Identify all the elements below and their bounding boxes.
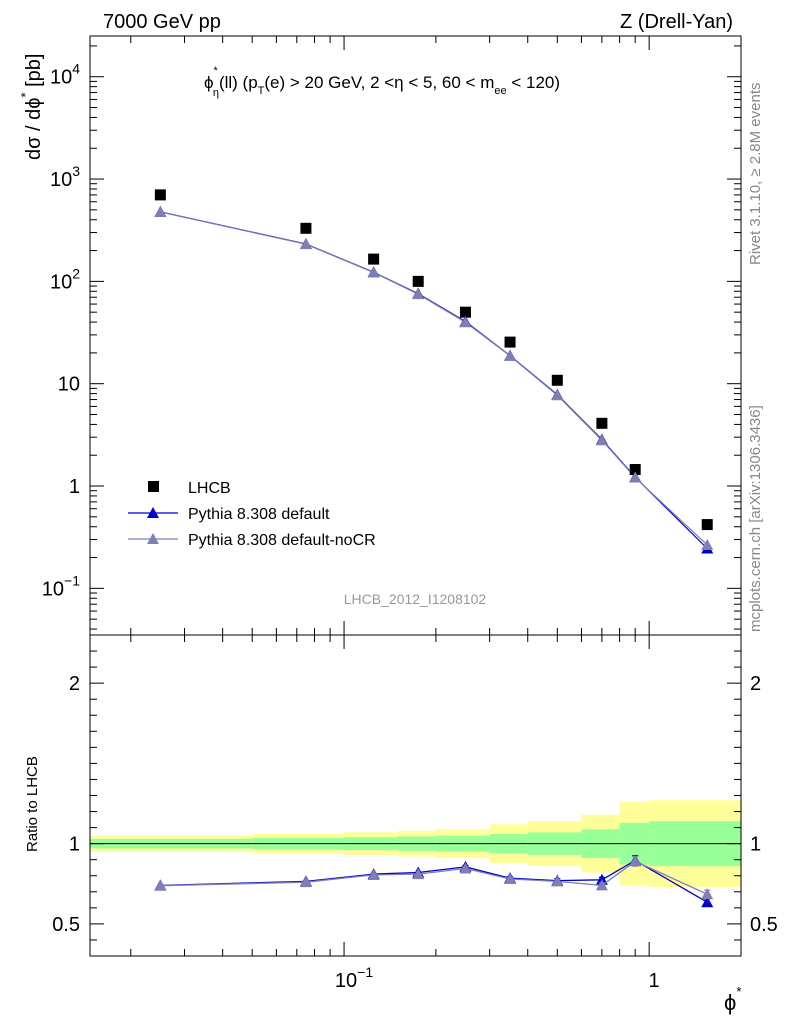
main-ytick-label: 102 [50,265,80,293]
mc-point-nocr [412,288,425,300]
ratio-ytick-label-right: 0.5 [750,914,778,936]
ratio-point-nocr [459,862,472,874]
ratio-point-nocr [701,888,714,900]
mc-point-nocr [504,349,517,361]
x-tick-label-1: 1 [648,970,659,992]
legend-marker-lhcb [148,481,159,492]
main-series-line-default [160,211,708,549]
main-series-line-nocr [160,211,708,546]
header-left: 7000 GeV pp [103,11,221,33]
legend-label-lhcb: LHCB [188,480,231,497]
mc-point-nocr [701,539,714,551]
mc-point-nocr [595,434,608,446]
ratio-point-nocr [595,879,608,891]
mc-point-nocr [629,471,642,483]
rivet-label: Rivet 3.1.10, ≥ 2.8M events [747,83,764,266]
ratio-series-line-nocr [160,860,708,895]
main-ytick-label: 103 [50,163,80,191]
ratio-ylabel: Ratio to LHCB [24,756,41,852]
main-ytick-label: 104 [50,61,80,89]
ratio-point-nocr [504,872,517,884]
main-ytick-label: 10 [58,374,80,396]
legend-label-nocr: Pythia 8.308 default-noCR [188,532,376,549]
legend-marker-nocr [147,533,159,544]
data-point-lhcb [551,374,563,386]
data-point-lhcb [596,417,608,429]
ratio-ytick-label-left: 0.5 [52,914,80,936]
mc-point-nocr [154,206,167,218]
data-point-lhcb [459,306,471,318]
mc-point-nocr [551,389,564,401]
main-ylabel: dσ / dϕ* [pb] [18,54,45,160]
data-point-lhcb [368,253,380,265]
ratio-ytick-label-right: 1 [750,834,761,856]
ratio-plot-frame [89,634,742,957]
data-point-lhcb [701,519,713,531]
data-point-lhcb [412,275,424,287]
ratio-point-nocr [367,868,380,880]
data-point-lhcb [300,222,312,234]
data-point-lhcb [154,189,166,201]
ratio-point-nocr [412,868,425,880]
data-point-lhcb [504,336,516,348]
mc-point-nocr [367,266,380,278]
ratio-point-default [595,873,608,885]
analysis-watermark: LHCB_2012_I1208102 [344,591,487,607]
ratio-ytick-label-left: 2 [69,673,80,695]
ratio-point-nocr [551,875,564,887]
x-tick-label-0p1: 10−1 [335,964,373,992]
legend-marker-default [147,507,159,518]
ratio-point-nocr [154,879,167,891]
ratio-series-line-default [160,859,708,903]
mc-point-nocr [459,316,472,328]
main-ytick-label: 1 [69,476,80,498]
legend-label-default: Pythia 8.308 default [188,506,330,523]
main-ytick-label: 10−1 [42,572,80,600]
ratio-point-nocr [629,855,642,867]
ratio-ytick-label-right: 2 [750,673,761,695]
header-right: Z (Drell-Yan) [620,11,733,33]
ratio-point-nocr [299,876,312,888]
ratio-plot-panel: 0.5 0.5 1 1 2 2 [52,634,778,957]
ratio-point-default [701,896,714,908]
mcplots-label: mcplots.cern.ch [arXiv:1306.3436] [747,405,764,632]
data-point-lhcb [629,464,641,476]
legend: LHCB Pythia 8.308 default Pythia 8.308 d… [128,480,376,549]
mc-point-nocr [299,238,312,250]
main-plot-panel: 10−1 1 10 102 103 104 [42,35,742,636]
ratio-ytick-label-left: 1 [69,834,80,856]
plot-title: ϕ* η(ll) (pT(e) > 20 GeV, 2 <η < 5, 60 < … [204,65,560,99]
x-axis-label: ϕ* [724,984,741,1015]
